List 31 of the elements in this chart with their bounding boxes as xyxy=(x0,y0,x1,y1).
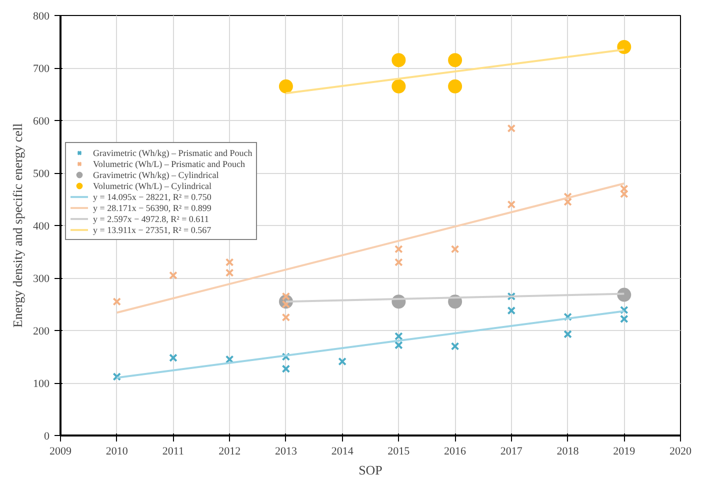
legend-label: Gravimetric (Wh/kg) – Cylindrical xyxy=(93,169,219,180)
x-axis-title: SOP xyxy=(358,462,382,478)
x-tick-label: 2019 xyxy=(613,446,636,458)
x-tick-label: 2009 xyxy=(50,446,72,458)
y-tick-label: 800 xyxy=(33,10,50,22)
x-tick-label: 2014 xyxy=(331,446,354,458)
legend-label: y = 14.095x − 28221, R² = 0.750 xyxy=(93,191,212,202)
x-tick-label: 2017 xyxy=(500,446,523,458)
y-tick-label: 100 xyxy=(33,378,50,390)
y-tick-label: 200 xyxy=(33,326,50,338)
y-tick-label: 0 xyxy=(44,430,50,442)
y-tick-label: 700 xyxy=(33,63,50,75)
y-tick-label: 300 xyxy=(33,273,50,285)
legend-label: Volumetric (Wh/L) – Cylindrical xyxy=(93,180,212,191)
x-tick-label: 2015 xyxy=(388,446,410,458)
x-tick-label: 2011 xyxy=(162,446,184,458)
x-tick-label: 2020 xyxy=(670,446,692,458)
x-tick-label: 2018 xyxy=(556,446,580,458)
legend-label: y = 13.911x − 27351, R² = 0.567 xyxy=(93,224,212,235)
y-tick-label: 400 xyxy=(33,220,50,232)
legend-label: Gravimetric (Wh/kg) – Prismatic and Pouch xyxy=(93,147,252,158)
x-tick-label: 2010 xyxy=(106,446,128,458)
legend-label: y = 28.171x − 56390, R² = 0.899 xyxy=(93,202,212,213)
y-axis-title: Energy density and specific energy cell xyxy=(10,123,25,328)
x-tick-label: 2016 xyxy=(444,446,467,458)
y-tick-label: 600 xyxy=(33,116,50,128)
y-tick-label: 500 xyxy=(33,168,50,180)
x-tick-label: 2012 xyxy=(218,446,241,458)
legend-label: Volumetric (Wh/L) – Prismatic and Pouch xyxy=(93,158,246,169)
legend-label: y = 2.597x − 4972.8, R² = 0.611 xyxy=(93,213,209,224)
x-tick-label: 2013 xyxy=(274,446,298,458)
